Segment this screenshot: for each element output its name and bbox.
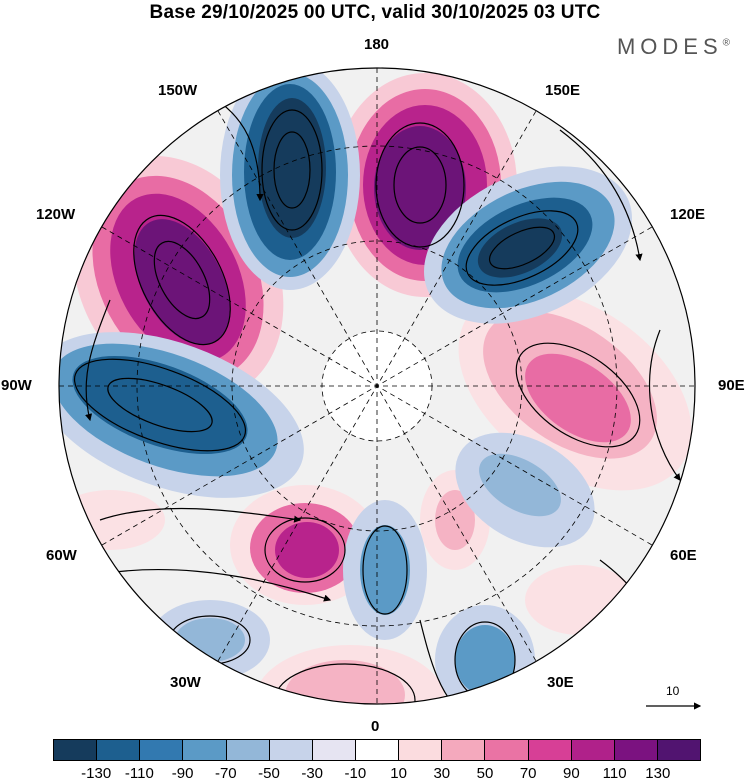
colorbar-segment: [656, 739, 702, 761]
anomaly-low-130e: [424, 166, 632, 324]
colorbar-segment: [398, 739, 442, 761]
colorbar-segment: [613, 739, 657, 761]
graticule: [59, 68, 695, 704]
brand-logo: MODES®: [617, 34, 730, 60]
anomaly-low-60e: [455, 432, 595, 548]
colorbar-tick-label: -110: [124, 765, 154, 782]
colorbar-tick-label: 30: [433, 765, 451, 782]
colorbar-segment: [570, 739, 614, 761]
colorbar-tick-label: -70: [214, 765, 237, 782]
colorbar-tick-label: 90: [563, 765, 580, 782]
map-title: Base 29/10/2025 00 UTC, valid 30/10/2025…: [149, 2, 601, 23]
lon-label-150w: 150W: [158, 82, 198, 99]
lon-label-0: 0: [371, 718, 380, 735]
anomaly-field: [59, 68, 695, 704]
colorbar-segment: [225, 739, 269, 761]
lon-label-120e: 120E: [670, 206, 706, 223]
streamlines: [69, 89, 681, 704]
reference-vector-label: 10: [666, 684, 680, 698]
lon-label-180: 180: [364, 36, 390, 53]
colorbar-tick-label: 110: [602, 765, 627, 782]
map-border: [58, 67, 696, 705]
colorbar-tick-label: 130: [645, 765, 671, 782]
colorbar-segment: [311, 739, 355, 761]
colorbar: [53, 739, 702, 761]
lon-label-120w: 120W: [36, 206, 76, 223]
colorbar-segment: [53, 739, 97, 761]
colorbar-tick-label: -10: [344, 765, 367, 782]
colorbar-tick-label: 70: [519, 765, 537, 782]
colorbar-segment: [268, 739, 312, 761]
lon-label-30w: 30W: [170, 674, 201, 691]
lon-label-90w: 90W: [1, 377, 32, 394]
brand-name: MODES: [616, 34, 723, 59]
lon-label-150e: 150E: [545, 82, 581, 99]
registered-mark: ®: [722, 37, 730, 49]
anomaly-low-40w: [150, 600, 270, 680]
anomaly-low-10w: [343, 500, 427, 640]
anomaly-weak-70w: [59, 490, 165, 550]
colorbar-tick-label: 50: [476, 765, 494, 782]
colorbar-segment: [354, 739, 399, 761]
colorbar-tick-label: -130: [81, 765, 112, 782]
colorbar-segment: [527, 739, 571, 761]
colorbar-tick-label: 10: [390, 765, 407, 782]
lon-label-60w: 60W: [46, 547, 77, 564]
colorbar-segment: [139, 739, 183, 761]
anomaly-low-90w: [59, 332, 304, 498]
colorbar-segment: [484, 739, 528, 761]
lon-label-30e: 30E: [547, 674, 574, 691]
colorbar-tick-label: -90: [171, 765, 194, 782]
lon-label-90e: 90E: [718, 377, 745, 394]
colorbar-segment: [441, 739, 485, 761]
colorbar-tick-label: -50: [258, 765, 280, 782]
colorbar-segment: [96, 739, 140, 761]
anomaly-high-0: [255, 645, 445, 704]
colorbar-segment: [182, 739, 226, 761]
colorbar-tick-label: -30: [301, 765, 324, 782]
lon-label-60e: 60E: [670, 547, 697, 564]
anomaly-low-150w: [220, 68, 360, 290]
